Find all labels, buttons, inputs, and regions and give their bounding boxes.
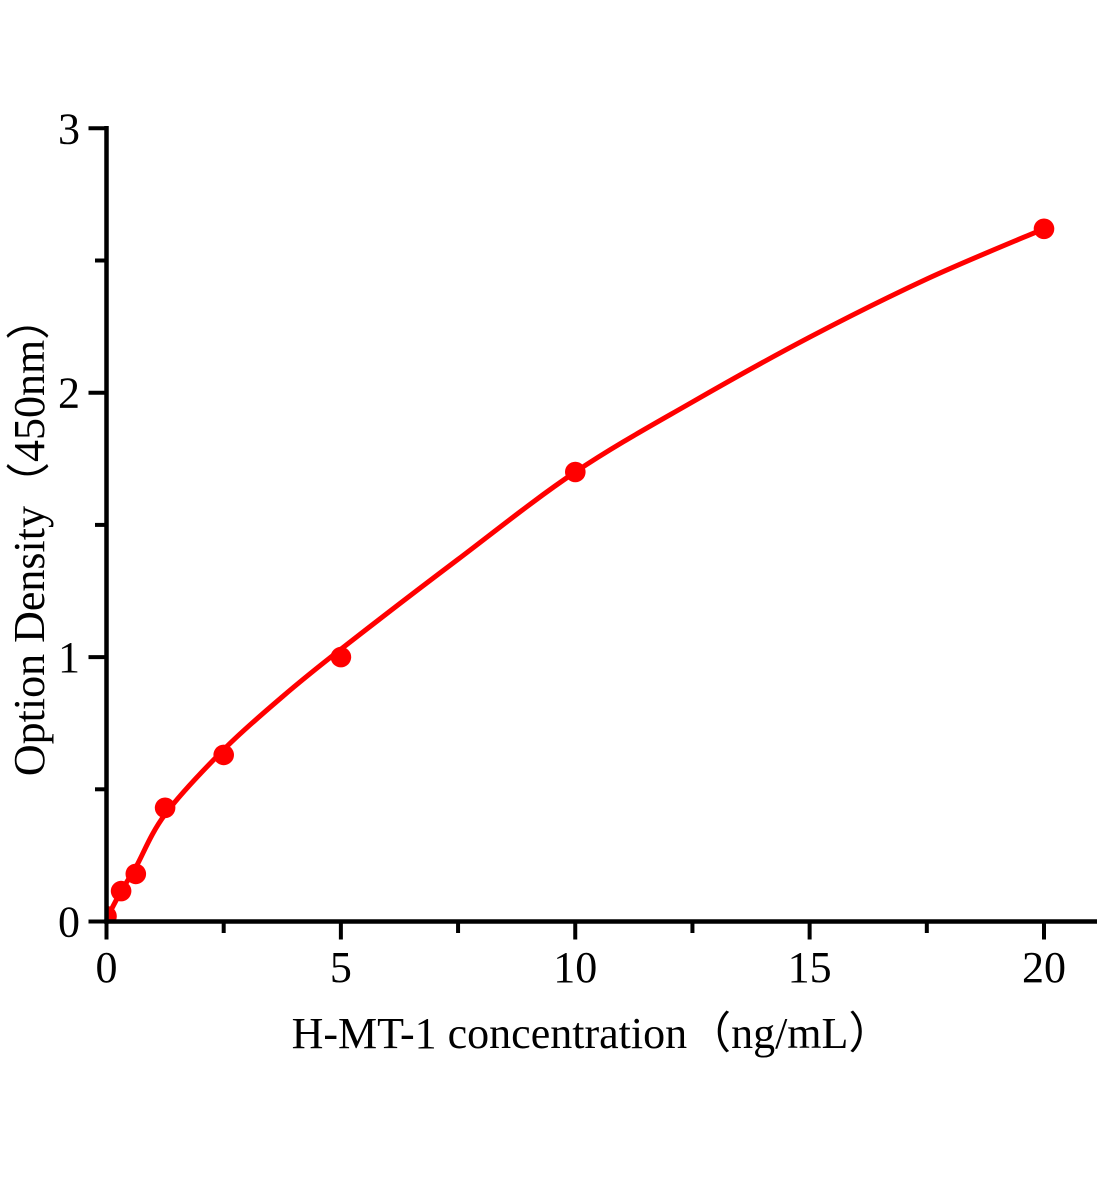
y-tick-label: 1 [58,633,80,682]
x-tick-label: 15 [788,943,832,992]
data-point [154,797,176,819]
x-tick-label: 5 [330,943,352,992]
axes-layer: 0 5 10 15 20 0 1 2 3 [58,104,1097,992]
x-tick-label: 10 [553,943,597,992]
data-point [565,461,586,483]
data-point [213,744,234,766]
data-point [106,905,117,922]
y-axis-title: Option Density（450nm） [5,296,54,776]
data-point [1033,218,1055,240]
data-point [110,880,132,902]
data-point [330,646,352,668]
x-axis-title: H-MT-1 concentration（ng/mL） [292,1009,893,1058]
data-point [125,863,147,885]
y-tick-label: 0 [58,898,80,947]
y-tick-label: 2 [58,369,80,418]
data-layer [106,218,1055,922]
fit-curve [106,226,1047,922]
x-tick-label: 0 [96,943,118,992]
x-tick-label: 20 [1022,943,1066,992]
y-tick-label: 3 [58,104,80,153]
